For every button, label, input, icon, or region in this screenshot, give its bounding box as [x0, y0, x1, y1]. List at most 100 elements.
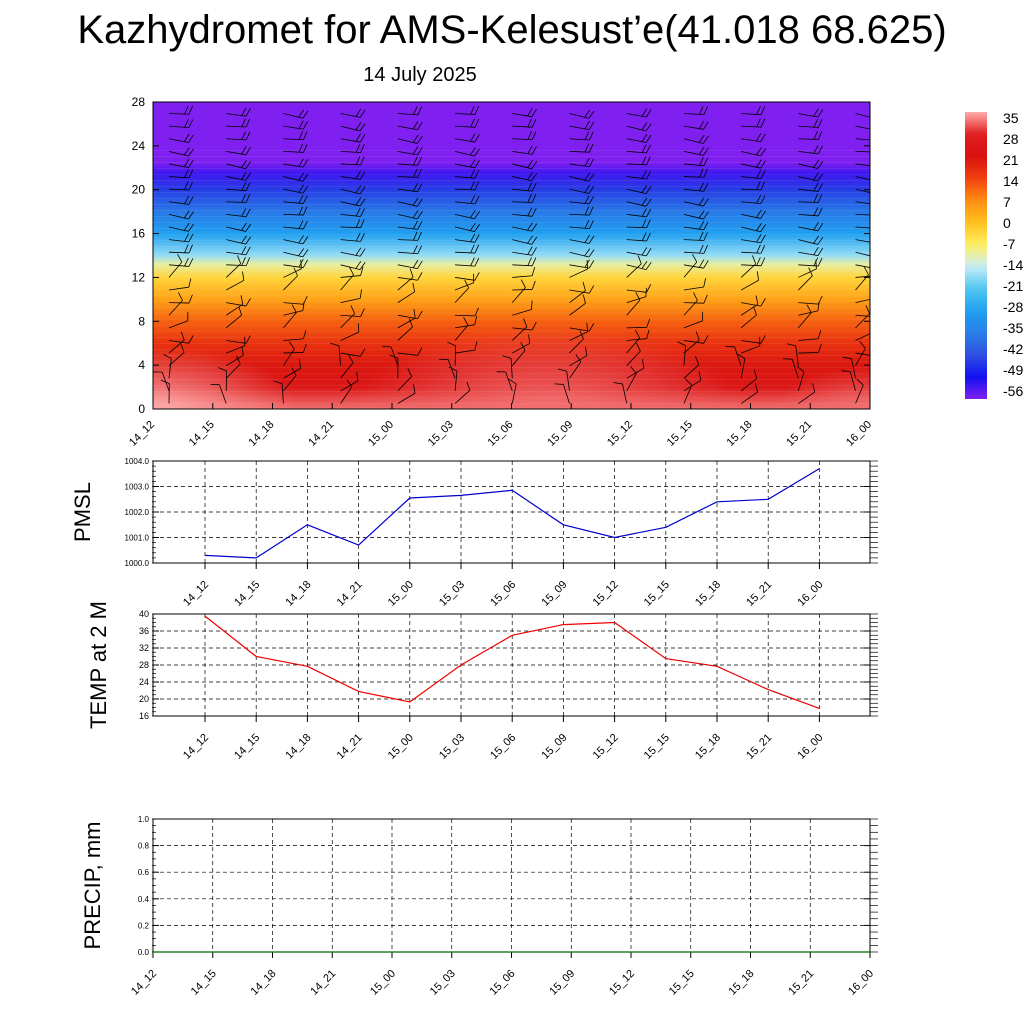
wind-barb-feather: [470, 233, 476, 242]
wind-barb: [454, 345, 457, 366]
wind-barb-feather: [188, 294, 193, 304]
wind-barb-feather: [180, 331, 185, 341]
wind-barb-feather: [646, 318, 651, 328]
wind-barb: [740, 279, 759, 291]
wind-barb-feather: [508, 378, 517, 385]
wind-barb-feather: [588, 249, 595, 258]
wind-barb-feather: [527, 131, 532, 140]
wind-barb-feather: [531, 208, 537, 217]
wind-barb-feather: [355, 219, 361, 228]
wind-barb: [683, 201, 704, 207]
wind-barb-feather: [302, 259, 308, 268]
wind-barb: [626, 201, 647, 207]
wind-barb: [512, 138, 533, 141]
wind-barb: [569, 163, 590, 168]
wind-barb-feather: [865, 305, 870, 314]
wind-barb-feather: [813, 207, 819, 216]
wind-barb: [626, 239, 647, 242]
wind-barb-feather: [245, 236, 252, 245]
warm-blob: [774, 367, 870, 409]
wind-barb: [397, 376, 412, 392]
wind-barb: [505, 371, 513, 392]
x-tick-label: 15_00: [368, 968, 398, 998]
wind-barb-feather: [813, 246, 819, 256]
wind-barb-feather: [584, 195, 590, 204]
x-tick-label: 15_06: [488, 732, 518, 762]
wind-barb-feather: [417, 347, 423, 356]
wind-barb: [626, 350, 641, 366]
wind-barb-feather: [241, 222, 247, 231]
y-tick-label: 8: [138, 314, 145, 328]
wind-barb-feather: [871, 122, 876, 130]
wind-barb: [283, 275, 298, 291]
wind-barb-feather: [641, 359, 645, 369]
wind-barb-feather: [474, 195, 480, 205]
wind-barb-feather: [412, 134, 419, 143]
wind-barb-feather: [470, 105, 475, 115]
wind-barb: [340, 188, 361, 195]
wind-barb: [569, 355, 587, 367]
wind-barb: [741, 176, 762, 180]
wind-barb-feather: [527, 235, 533, 244]
wind-barb-feather: [760, 195, 766, 204]
wind-barb: [454, 324, 475, 329]
wind-barb-feather: [817, 257, 823, 267]
wind-barb-feather: [871, 207, 875, 215]
wind-barb: [626, 150, 647, 154]
wind-barb-feather: [702, 135, 709, 144]
wind-barb-feather: [760, 234, 766, 243]
wind-barb-feather: [359, 198, 366, 207]
wind-barb: [512, 213, 533, 217]
wind-barb: [798, 352, 819, 354]
wind-barb: [855, 264, 870, 268]
wind-barb-feather: [699, 157, 704, 166]
wind-barb-feather: [756, 181, 761, 190]
wind-barb: [340, 331, 359, 341]
wind-barb-feather: [588, 110, 595, 119]
wind-barb-feather: [871, 235, 876, 243]
wind-barb-feather: [412, 282, 416, 292]
wind-barb-feather: [703, 168, 708, 178]
temp-ylabel: TEMP at 2 M: [86, 601, 111, 729]
wind-barb-feather: [184, 158, 190, 167]
wind-barb-feather: [645, 262, 652, 270]
wind-barb: [455, 176, 476, 179]
wind-barb-feather: [474, 160, 480, 169]
wind-barb-feather: [303, 206, 308, 216]
wind-barb-feather: [699, 231, 704, 241]
wind-barb: [855, 384, 864, 404]
wind-barb: [855, 213, 870, 216]
wind-barb: [340, 314, 361, 318]
wind-barb-feather: [875, 122, 880, 130]
wind-barb: [283, 176, 303, 182]
wind-barb-feather: [531, 118, 537, 128]
wind-barb-feather: [303, 131, 308, 140]
wind-barb-feather: [817, 109, 824, 118]
wind-barb-feather: [875, 289, 876, 298]
chart-subtitle: 14 July 2025: [363, 64, 477, 86]
wind-barb-feather: [703, 221, 709, 231]
wind-barb: [168, 239, 189, 243]
wind-barb: [512, 201, 533, 203]
wind-barb-feather: [302, 195, 308, 204]
wind-barb: [283, 302, 304, 305]
wind-barb-feather: [760, 160, 766, 169]
wind-barb-feather: [871, 249, 876, 256]
wind-barb-feather: [407, 368, 413, 377]
wind-barb-feather: [417, 121, 423, 130]
wind-barb: [510, 358, 513, 379]
wind-barb-feather: [756, 244, 761, 254]
wind-barb-feather: [755, 295, 759, 305]
x-tick-label: 16_00: [844, 419, 874, 449]
wind-barb: [512, 163, 532, 170]
wind-barb: [569, 125, 590, 130]
wind-barb-feather: [417, 168, 422, 178]
wind-barb-feather: [245, 223, 252, 232]
wind-barb-feather: [646, 208, 652, 218]
wind-barb-feather: [527, 246, 533, 255]
wind-barb-feather: [417, 106, 422, 116]
wind-barb: [798, 264, 819, 267]
wind-barb-feather: [188, 211, 194, 220]
wind-barb-feather: [474, 234, 480, 243]
wind-barb-feather: [417, 231, 422, 241]
